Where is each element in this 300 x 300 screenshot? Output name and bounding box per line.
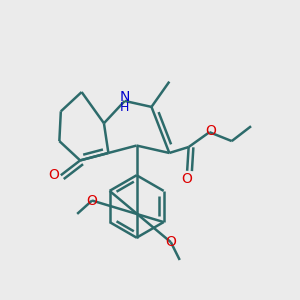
Text: H: H <box>120 101 129 114</box>
Text: O: O <box>165 235 176 249</box>
Text: O: O <box>206 124 216 138</box>
Text: N: N <box>119 90 130 104</box>
Text: O: O <box>87 194 98 208</box>
Text: O: O <box>182 172 193 186</box>
Text: O: O <box>48 168 59 182</box>
